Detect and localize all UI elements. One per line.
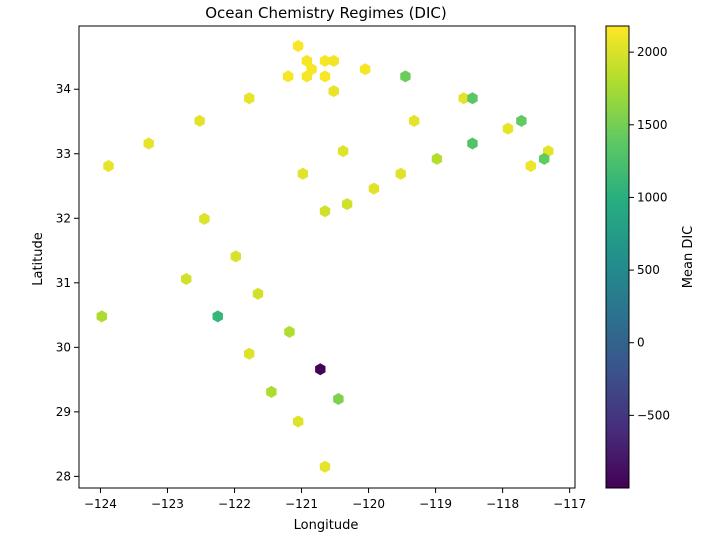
hexbin-cell [301, 54, 313, 67]
hexbin-cell [400, 70, 411, 83]
hexbin-cell [319, 54, 331, 67]
colorbar-tick-label: 1500 [637, 118, 668, 132]
colorbar-label: Mean DIC [681, 226, 696, 288]
hexbin-cell [538, 152, 550, 165]
colorbar-ticks: −500 0 500 1000 1500 2000 [629, 45, 670, 422]
hexbin-cell [319, 205, 331, 218]
hexbin-cell [368, 182, 380, 195]
hexbin-cell [96, 310, 107, 323]
colorbar-tick-label: 2000 [637, 45, 668, 59]
hexbin-cell [319, 460, 331, 473]
y-tick-label: 30 [56, 340, 71, 354]
x-tick-label: −117 [553, 497, 586, 511]
hexbin-cell [230, 250, 242, 263]
hexbin-cell [458, 92, 469, 105]
colorbar-tick-label: 500 [637, 263, 660, 277]
y-tick-label: 32 [56, 211, 71, 225]
hexbin-cell [282, 70, 294, 83]
hexbin-cell [341, 198, 353, 211]
hexbin-cell [292, 40, 304, 52]
hexbin-cell [516, 114, 527, 127]
y-tick-label: 29 [56, 405, 71, 419]
hexbin-cell [143, 137, 154, 150]
hexbin-cell [315, 363, 326, 376]
hexbin-cell [333, 392, 344, 405]
x-tick-label: −119 [419, 497, 452, 511]
hexbin-cell [284, 325, 295, 338]
x-tick-label: −124 [84, 497, 117, 511]
hexbin-cell [181, 272, 192, 285]
x-tick-label: −121 [285, 497, 318, 511]
x-axis-label: Longitude [294, 518, 359, 533]
plot-area [78, 25, 576, 489]
hexbin-cell [266, 385, 277, 398]
hexbin-cell [244, 92, 255, 105]
hexbin-cell [467, 137, 478, 150]
y-tick-label: 31 [56, 276, 71, 290]
hexbin-cell [244, 347, 255, 360]
hexbin-cell [502, 122, 514, 135]
hexbin-cell [292, 415, 304, 428]
y-axis-label: Latitude [31, 232, 46, 286]
x-tick-label: −120 [352, 497, 385, 511]
hexbin-cell [431, 152, 443, 165]
hexbin-cell [360, 63, 371, 76]
colorbar-gradient [605, 25, 630, 489]
x-tick-label: −118 [486, 497, 519, 511]
y-tick-label: 28 [56, 469, 71, 483]
hexbin-cell [525, 160, 536, 173]
hexbin-cell [319, 70, 331, 83]
y-tick-label: 34 [56, 82, 71, 96]
colorbar-tick-label: 1000 [637, 190, 668, 204]
x-axis: −124 −123 −122 −121 −120 −119 −118 −117 [84, 488, 586, 511]
chart-title: Ocean Chemistry Regimes (DIC) [205, 4, 447, 22]
hexbin-cell [301, 70, 313, 83]
hexbin-cell [328, 85, 339, 98]
hexbin-cell [297, 167, 309, 180]
hexbin-cell [395, 167, 406, 180]
y-tick-label: 33 [56, 147, 71, 161]
colorbar: −500 0 500 1000 1500 2000 Mean DIC [605, 25, 696, 489]
hexbin-cell [328, 54, 339, 67]
hexbin-cell [199, 212, 210, 225]
hexbin-cell [337, 145, 349, 158]
x-tick-label: −122 [218, 497, 251, 511]
hexbin-cell [408, 114, 420, 127]
plot-frame [78, 25, 576, 489]
hexbin-cell [467, 92, 478, 105]
y-axis: 28 29 30 31 32 33 34 [56, 82, 79, 483]
colorbar-tick-label: −500 [637, 408, 670, 422]
hexbin-cell [252, 287, 264, 300]
x-tick-label: −123 [151, 497, 184, 511]
hexbin-cell [103, 160, 114, 173]
hexbin-cells [96, 40, 554, 473]
hexbin-cell [194, 114, 205, 127]
hexbin-cell [212, 310, 223, 323]
colorbar-tick-label: 0 [637, 336, 645, 350]
